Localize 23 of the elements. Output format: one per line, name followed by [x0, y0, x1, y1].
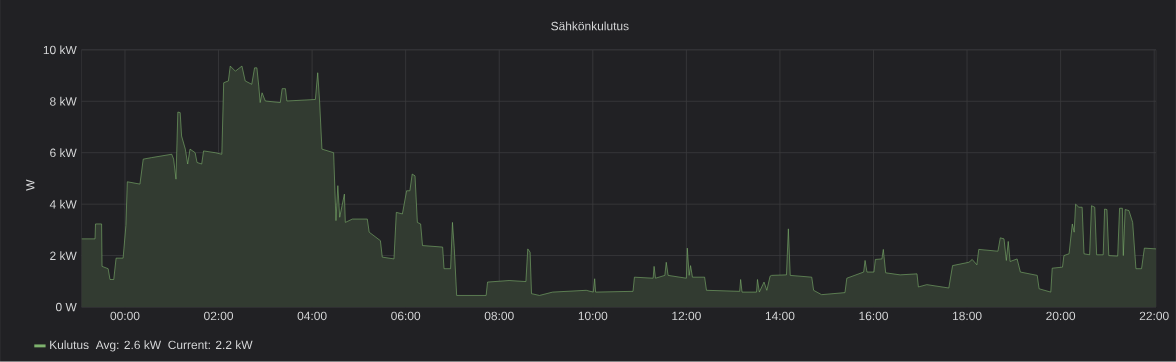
x-tick-label: 00:00 [110, 311, 140, 321]
x-tick-label: 10:00 [578, 311, 608, 321]
y-tick-label: 8 kW [50, 96, 77, 106]
y-axis-title: W [26, 179, 35, 191]
x-tick-label: 22:00 [1139, 311, 1169, 321]
y-tick-label: 4 kW [49, 199, 77, 209]
x-tick-label: 12:00 [672, 311, 701, 321]
x-tick-label: 02:00 [204, 311, 234, 321]
y-tick-label: 2 kW [50, 251, 77, 260]
x-tick-label: 14:00 [765, 311, 795, 321]
y-tick-label: 0 W [55, 302, 77, 312]
y-tick-label: 10 kW [43, 45, 77, 55]
chart-title: Sähkönkulutus [551, 21, 629, 31]
text: Current: 2.2 kW [168, 340, 253, 350]
text: Avg: 2.6 kW [95, 340, 162, 352]
x-tick-label: 18:00 [953, 311, 982, 321]
x-tick-label: 08:00 [484, 311, 514, 321]
x-tick-label: 06:00 [391, 311, 421, 321]
x-tick-label: 20:00 [1046, 311, 1076, 321]
legend-label: Kulutus [50, 340, 89, 350]
y-tick-label: 6 kW [50, 148, 77, 158]
x-tick-label: 04:00 [297, 311, 327, 321]
x-tick-label: 16:00 [859, 311, 888, 321]
